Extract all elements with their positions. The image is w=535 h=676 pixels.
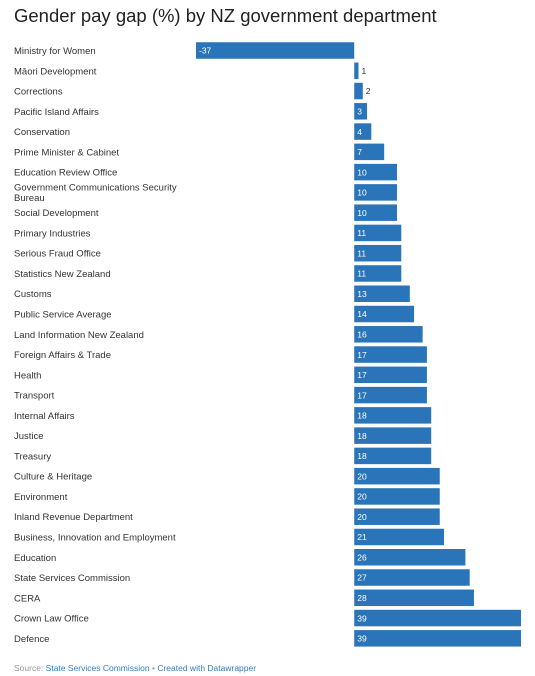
category-label: Prime Minister & Cabinet	[14, 147, 119, 158]
bar	[354, 204, 397, 221]
bar	[354, 244, 402, 262]
bar	[196, 42, 355, 59]
category-label: Defence	[14, 634, 49, 645]
category-label: Public Service Average	[14, 310, 112, 321]
category-label: Ministry for Women	[14, 46, 96, 57]
value-label: 10	[357, 167, 367, 177]
source-line: Source: State Services Commission • Crea…	[14, 663, 256, 673]
value-label: 4	[357, 127, 362, 137]
value-label: 10	[357, 208, 367, 218]
bar	[354, 123, 372, 140]
value-label: 20	[357, 471, 367, 481]
category-label: Treasury	[14, 451, 51, 462]
value-label: 18	[357, 411, 367, 421]
source-link[interactable]: State Services Commission	[45, 663, 150, 673]
bar	[354, 163, 397, 181]
value-label: 11	[357, 248, 366, 258]
category-label: Serious Fraud Office	[14, 249, 101, 260]
value-label: 39	[357, 613, 367, 623]
bar	[354, 346, 427, 363]
category-label: Land Information New Zealand	[14, 330, 144, 341]
bar	[354, 589, 474, 607]
bar	[354, 184, 397, 201]
value-label: 16	[357, 329, 367, 339]
category-label: Education	[14, 553, 56, 564]
value-label: 17	[357, 370, 367, 380]
bar	[354, 407, 432, 424]
value-label: 7	[357, 147, 362, 157]
bar	[354, 488, 440, 505]
bar	[354, 305, 415, 323]
bar	[354, 386, 427, 404]
category-label: Environment	[14, 492, 68, 503]
bar	[354, 143, 385, 161]
category-label-line: Government Communications Security	[14, 183, 177, 194]
bar	[354, 467, 440, 485]
bar-chart: Ministry for Women -37 Māori Development 1 C…	[14, 42, 521, 647]
bar	[354, 366, 427, 384]
category-label-line: Bureau	[14, 193, 45, 204]
category-label: Customs	[14, 289, 52, 300]
value-label: 11	[357, 228, 366, 238]
value-label: 17	[357, 390, 367, 400]
category-label: Pacific Island Affairs	[14, 107, 99, 118]
category-label: Corrections	[14, 87, 63, 98]
datawrapper-credit-link[interactable]: Created with Datawrapper	[157, 663, 257, 673]
value-label: 11	[357, 269, 366, 279]
chart-title: Gender pay gap (%) by NZ government depa…	[14, 5, 437, 26]
category-label: Government Communications Security Bureau	[14, 183, 177, 205]
category-label: Conservation	[14, 127, 70, 138]
bar	[354, 427, 432, 444]
bar	[354, 609, 521, 627]
bar	[354, 103, 368, 120]
source-prefix: Source:	[14, 663, 44, 673]
category-label: Health	[14, 370, 41, 381]
footer-separator: •	[151, 663, 155, 673]
value-label: 10	[357, 188, 367, 198]
value-label: 21	[357, 532, 367, 542]
value-label: 27	[357, 573, 367, 583]
value-label: 20	[357, 512, 367, 522]
value-label: -37	[199, 46, 212, 56]
bar	[354, 224, 402, 242]
category-label: Social Development	[14, 208, 99, 219]
bar	[354, 62, 359, 80]
value-label: 39	[357, 634, 367, 644]
category-label: Education Review Office	[14, 168, 117, 179]
category-label: Inland Revenue Department	[14, 512, 133, 523]
value-label: 18	[357, 451, 367, 461]
category-label: Statistics New Zealand	[14, 269, 111, 280]
category-label: Primary Industries	[14, 228, 91, 239]
value-label: 1	[362, 66, 367, 76]
bar	[354, 569, 470, 586]
bar	[354, 447, 432, 465]
category-label: Justice	[14, 431, 44, 442]
value-label: 3	[357, 107, 362, 117]
category-label: Internal Affairs	[14, 411, 75, 422]
bar	[354, 265, 402, 282]
value-label: 18	[357, 431, 367, 441]
bar	[354, 630, 521, 647]
value-label: 14	[357, 309, 367, 319]
value-label: 26	[357, 552, 367, 562]
category-label: Crown Law Office	[14, 614, 89, 625]
value-label: 28	[357, 593, 367, 603]
bar	[354, 82, 363, 100]
value-label: 20	[357, 492, 367, 502]
category-label: CERA	[14, 593, 41, 604]
category-label: Business, Innovation and Employment	[14, 532, 176, 543]
bar	[354, 508, 440, 525]
bar	[354, 285, 410, 302]
bar	[354, 326, 423, 343]
value-label: 2	[366, 86, 371, 96]
category-label: Foreign Affairs & Trade	[14, 350, 111, 361]
category-label: Transport	[14, 391, 55, 402]
category-label: Māori Development	[14, 66, 97, 77]
value-label: 13	[357, 289, 367, 299]
bar	[354, 549, 466, 566]
category-label: State Services Commission	[14, 573, 130, 584]
value-label: 17	[357, 350, 367, 360]
category-label: Culture & Heritage	[14, 472, 92, 483]
bar	[354, 528, 445, 546]
